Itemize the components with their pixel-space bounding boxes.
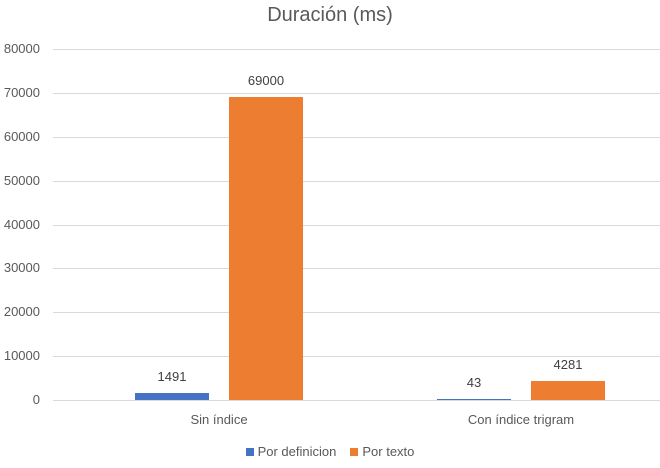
y-tick-label: 10000 (3, 348, 40, 363)
gridline (53, 356, 660, 357)
legend-swatch-icon (350, 447, 359, 456)
gridline (53, 181, 660, 182)
legend-item: Por texto (350, 444, 414, 459)
gridline (53, 400, 660, 401)
data-label: 4281 (553, 357, 583, 373)
y-tick-label: 40000 (3, 217, 40, 232)
legend-item: Por definicion (245, 444, 337, 459)
y-tick-label: 20000 (3, 304, 40, 319)
gridline (53, 93, 660, 94)
y-tick-label: 80000 (3, 41, 40, 56)
gridline (53, 225, 660, 226)
gridline (53, 312, 660, 313)
y-tick-label: 50000 (3, 173, 40, 188)
bar (531, 381, 605, 400)
y-tick-label: 70000 (3, 85, 40, 100)
y-tick-label: 0 (32, 392, 40, 407)
y-tick-label: 60000 (3, 129, 40, 144)
y-tick-label: 30000 (3, 260, 40, 275)
data-label: 69000 (247, 73, 285, 89)
bar (135, 393, 209, 400)
bar (437, 399, 511, 400)
legend-label: Por texto (362, 444, 415, 459)
legend-swatch-icon (245, 447, 254, 456)
legend: Por definicion Por texto (0, 444, 660, 459)
gridline (53, 137, 660, 138)
data-label: 1491 (157, 369, 187, 385)
data-label: 43 (466, 375, 482, 390)
x-category-label: Con índice trigram (467, 412, 575, 427)
gridline (53, 49, 660, 50)
chart-title: Duración (ms) (267, 4, 393, 26)
gridline (53, 268, 660, 269)
legend-label: Por definicion (257, 444, 337, 459)
bar (229, 97, 303, 400)
x-category-label: Sin índice (190, 412, 248, 427)
